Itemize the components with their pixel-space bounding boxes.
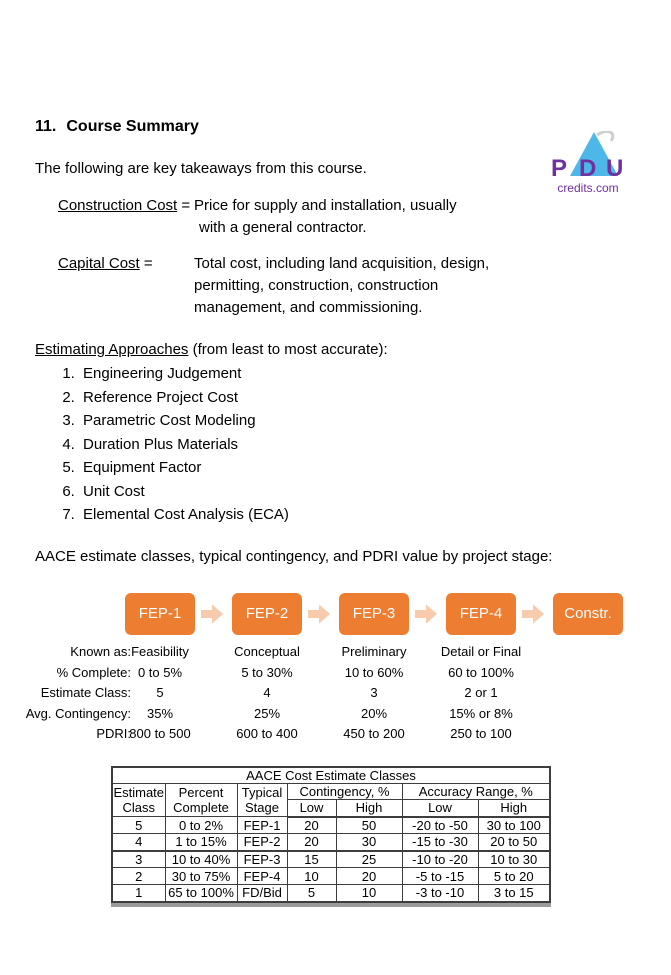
- col-header-estimate-class: Estimate Class: [111, 783, 166, 817]
- col-header-contingency: Contingency, %: [286, 783, 403, 800]
- section-number: 11.: [35, 118, 57, 135]
- project-stage-flow-diagram: FEP-1 FEP-2 FEP-3 FEP-4 Constr.: [0, 593, 671, 635]
- table-row: 2 30 to 75% FEP-4 10 20 -5 to -15 5 to 20: [111, 867, 551, 885]
- approaches-heading: Estimating Approaches (from least to mos…: [35, 341, 388, 358]
- table-row: 3 10 to 40% FEP-3 15 25 -10 to -20 10 to 30: [111, 850, 551, 868]
- col-header-contingency-low: Low: [286, 799, 337, 818]
- right-arrow-icon: [308, 604, 330, 624]
- col-header-percent-complete: Percent Complete: [164, 783, 238, 817]
- page-title: 11. Course Summary: [35, 118, 671, 136]
- col-header-accuracy-high: High: [477, 799, 551, 818]
- flow-box-fep2: FEP-2: [232, 593, 302, 635]
- list-item: Equipment Factor: [79, 459, 671, 476]
- right-arrow-icon: [415, 604, 437, 624]
- list-item: Elemental Cost Analysis (ECA): [79, 506, 671, 523]
- flow-box-fep3: FEP-3: [339, 593, 409, 635]
- flow-box-fep4: FEP-4: [446, 593, 516, 635]
- list-item: Engineering Judgement: [79, 365, 671, 382]
- intro-text: The following are key takeaways from thi…: [35, 160, 367, 177]
- table-header-row-2: Low High Low High: [112, 799, 551, 818]
- stage-caption: AACE estimate classes, typical contingen…: [35, 548, 553, 565]
- definition-term: Capital Cost =: [58, 255, 153, 272]
- logo-letter-u: U: [606, 155, 624, 182]
- stage-row-known-as: Known as: Feasibility Conceptual Prelimi…: [70, 644, 522, 659]
- stage-row-pdri: PDRI: 800 to 500 600 to 400 450 to 200 2…: [96, 726, 512, 741]
- definition-capital-cost: Capital Cost = Total cost, including lan…: [58, 253, 671, 319]
- list-item: Parametric Cost Modeling: [79, 412, 671, 429]
- table-row: 1 65 to 100% FD/Bid 5 10 -3 to -10 3 to 15: [111, 884, 551, 902]
- col-header-typical-stage: Typical Stage: [236, 783, 288, 817]
- definition-body: Total cost, including land acquisition, …: [194, 255, 490, 316]
- col-header-accuracy-low: Low: [401, 799, 479, 818]
- approaches-list: Engineering Judgement Reference Project …: [35, 365, 671, 523]
- aace-cost-estimate-table: AACE Cost Estimate Classes Estimate Class…: [111, 765, 552, 903]
- stage-attributes-matrix: Known as: Feasibility Conceptual Prelimi…: [0, 644, 671, 747]
- definition-body: Price for supply and installation, usual…: [194, 197, 457, 236]
- logo-letter-p: P: [551, 155, 568, 182]
- table-title: AACE Cost Estimate Classes: [111, 766, 551, 784]
- list-item: Reference Project Cost: [79, 389, 671, 406]
- logo-letter-d: D: [579, 155, 597, 182]
- right-arrow-icon: [522, 604, 544, 624]
- pducredits-logo: P D U credits.com: [549, 131, 625, 195]
- aace-table-container: AACE Cost Estimate Classes Estimate Class…: [111, 765, 552, 903]
- stage-row-percent-complete: % Complete: 0 to 5% 5 to 30% 10 to 60% 6…: [56, 664, 514, 680]
- col-header-contingency-high: High: [335, 799, 403, 818]
- flow-box-constr: Constr.: [553, 593, 623, 635]
- swirl-graphic: [596, 131, 615, 142]
- definition-construction-cost: Construction Cost = Price for supply and…: [58, 195, 671, 239]
- definition-term: Construction Cost =: [58, 197, 191, 214]
- section-title: Course Summary: [66, 118, 199, 135]
- table-header-row-1: Estimate Class Percent Complete Typical Sta…: [111, 783, 551, 817]
- flow-box-fep1: FEP-1: [125, 593, 195, 635]
- table-title-row: AACE Cost Estimate Classes: [111, 766, 551, 784]
- stage-row-avg-contingency: Avg. Contingency: 35% 25% 20% 15% or 8%: [25, 705, 513, 721]
- logo-domain: credits.com: [557, 181, 619, 195]
- list-item: Duration Plus Materials: [79, 436, 671, 453]
- logo-triangle: [570, 131, 618, 176]
- list-item: Unit Cost: [79, 483, 671, 500]
- right-arrow-icon: [201, 604, 223, 624]
- col-header-accuracy-range: Accuracy Range, %: [401, 783, 551, 800]
- stage-row-estimate-class: Estimate Class: 5 4 3 2 or 1: [40, 685, 498, 700]
- document-page: 11. Course Summary The following are key …: [0, 118, 671, 565]
